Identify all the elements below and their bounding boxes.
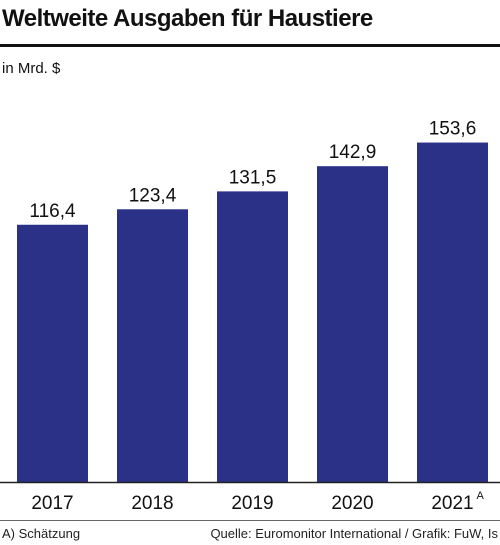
bar-2019 bbox=[217, 191, 288, 482]
bar-2017 bbox=[17, 224, 88, 483]
value-label-2017: 116,4 bbox=[29, 201, 76, 222]
source-credit: Quelle: Euromonitor International / Graf… bbox=[210, 526, 498, 541]
x-tick-label-2018: 2018 bbox=[131, 493, 173, 514]
bar-2021 bbox=[417, 142, 488, 482]
x-tick-label-2019: 2019 bbox=[231, 493, 273, 514]
footer-divider bbox=[0, 520, 500, 521]
value-label-2018: 123,4 bbox=[129, 185, 177, 206]
value-label-2019: 131,5 bbox=[229, 167, 277, 188]
bar-2018 bbox=[117, 209, 188, 482]
value-label-2021: 153,6 bbox=[429, 119, 477, 140]
x-tick-footnote-mark-2021: A bbox=[477, 490, 485, 502]
bar-chart: 116,4 2017 123,4 2018 131,5 2019 142,9 2020 153,… bbox=[0, 119, 500, 514]
x-tick-label-2017: 2017 bbox=[31, 493, 73, 514]
chart-title: Weltweite Ausgaben für Haustiere bbox=[2, 5, 373, 32]
x-tick-label-2020: 2020 bbox=[331, 493, 373, 514]
title-divider bbox=[0, 44, 500, 47]
unit-label: in Mrd. $ bbox=[2, 60, 61, 77]
value-label-2020: 142,9 bbox=[329, 142, 377, 163]
bar-2020 bbox=[317, 166, 388, 483]
x-tick-label-2021: 2021 bbox=[431, 493, 473, 514]
footnote: A) Schätzung bbox=[2, 526, 81, 541]
